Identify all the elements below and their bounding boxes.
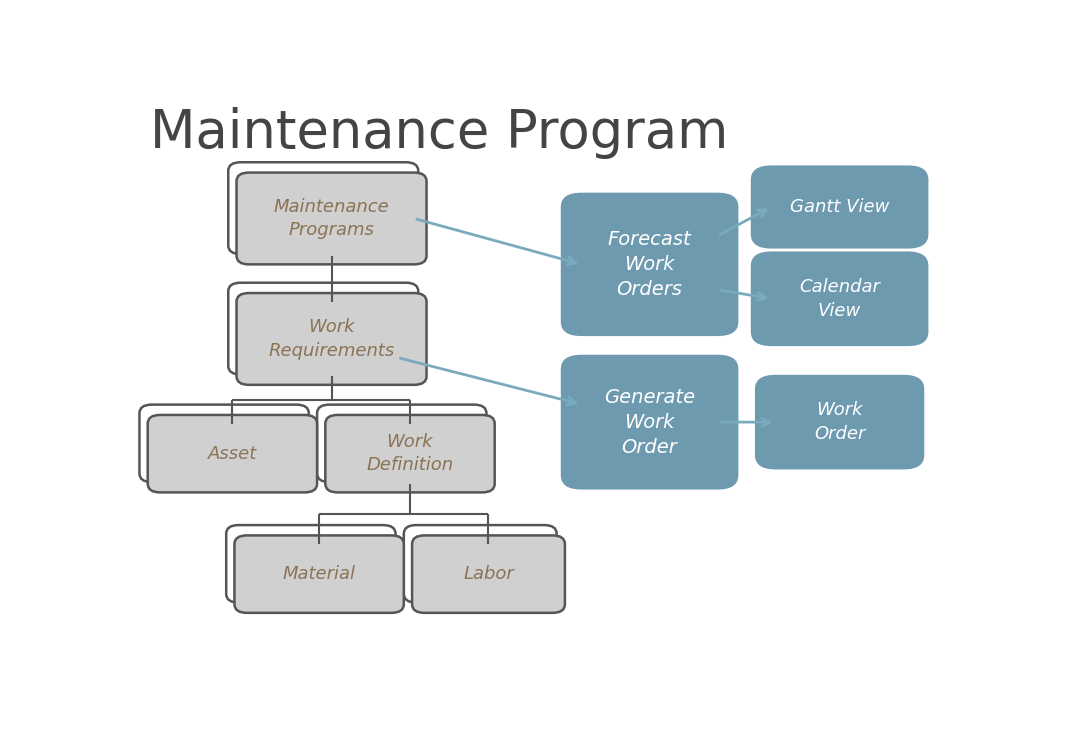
FancyBboxPatch shape xyxy=(325,415,495,492)
Text: Asset: Asset xyxy=(208,445,257,463)
Text: Calendar
View: Calendar View xyxy=(800,278,881,320)
Text: Labor: Labor xyxy=(463,565,514,583)
FancyBboxPatch shape xyxy=(140,405,309,482)
Text: Gantt View: Gantt View xyxy=(790,198,889,216)
Text: Work
Definition: Work Definition xyxy=(367,433,453,475)
Text: Maintenance Program: Maintenance Program xyxy=(149,107,728,159)
Text: Work
Order: Work Order xyxy=(814,402,866,443)
Text: Forecast
Work
Orders: Forecast Work Orders xyxy=(608,230,692,299)
FancyBboxPatch shape xyxy=(235,536,404,613)
FancyBboxPatch shape xyxy=(317,405,486,482)
FancyBboxPatch shape xyxy=(228,162,418,254)
Text: Work
Requirements: Work Requirements xyxy=(269,318,394,360)
FancyBboxPatch shape xyxy=(750,165,928,249)
FancyBboxPatch shape xyxy=(404,525,556,603)
FancyBboxPatch shape xyxy=(413,536,565,613)
FancyBboxPatch shape xyxy=(237,293,426,385)
FancyBboxPatch shape xyxy=(561,193,739,336)
FancyBboxPatch shape xyxy=(228,282,418,375)
Text: Material: Material xyxy=(282,565,356,583)
FancyBboxPatch shape xyxy=(237,173,426,264)
Text: Maintenance
Programs: Maintenance Programs xyxy=(274,197,389,239)
FancyBboxPatch shape xyxy=(755,375,924,469)
FancyBboxPatch shape xyxy=(148,415,317,492)
FancyBboxPatch shape xyxy=(750,252,928,346)
FancyBboxPatch shape xyxy=(561,355,739,489)
FancyBboxPatch shape xyxy=(226,525,395,603)
Text: Generate
Work
Order: Generate Work Order xyxy=(604,387,695,457)
